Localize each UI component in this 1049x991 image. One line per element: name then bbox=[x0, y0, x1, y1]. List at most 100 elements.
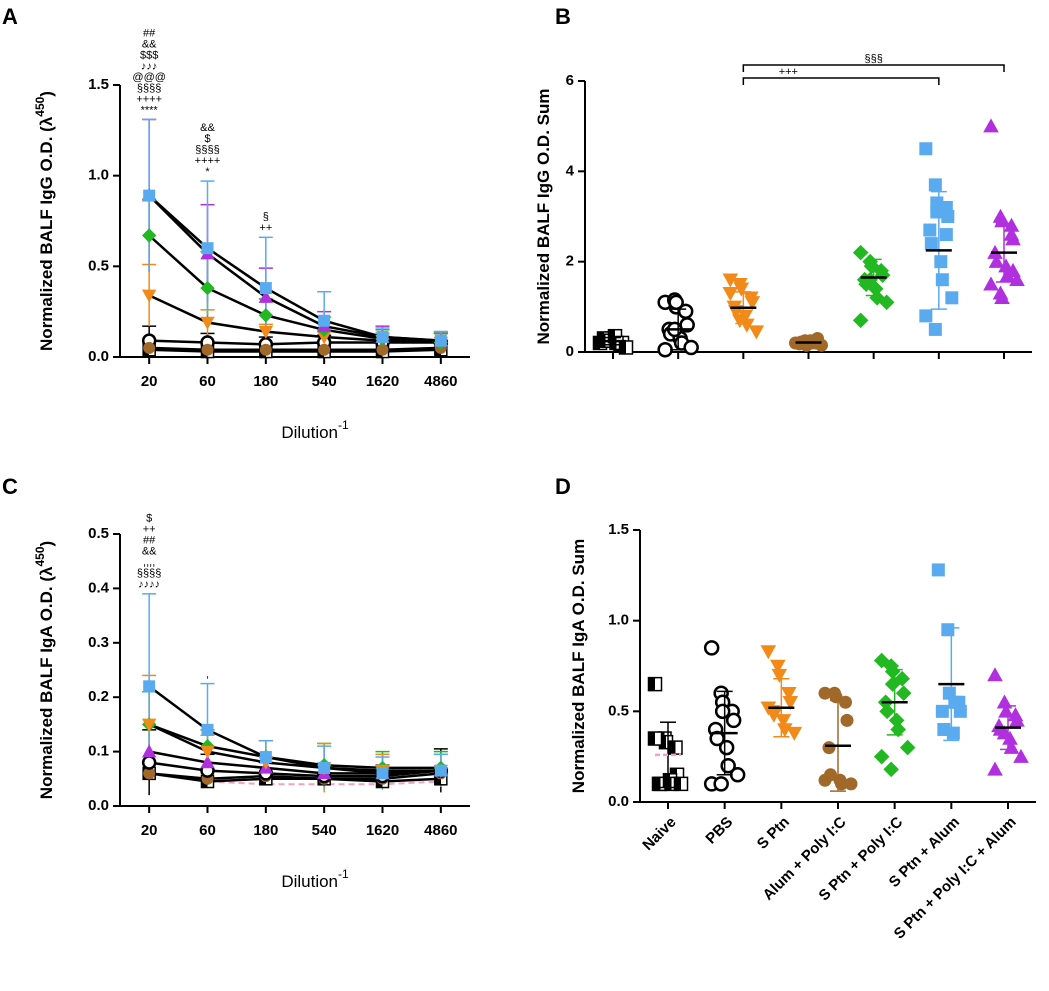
y-tick-label: 1.5 bbox=[608, 521, 629, 538]
marker bbox=[844, 777, 858, 791]
y-tick-label: 1.0 bbox=[608, 612, 629, 629]
marker bbox=[988, 253, 1005, 268]
significance-annotation: && bbox=[142, 546, 157, 558]
y-tick-label: 2 bbox=[566, 253, 574, 270]
significance-annotation: , bbox=[206, 669, 209, 681]
series-line bbox=[148, 194, 441, 342]
series-line bbox=[149, 346, 441, 351]
marker bbox=[141, 228, 157, 243]
significance-annotation: * bbox=[205, 166, 210, 178]
marker bbox=[200, 755, 215, 769]
marker bbox=[884, 663, 901, 680]
marker bbox=[987, 761, 1003, 776]
x-axis-label-sup: -1 bbox=[338, 418, 349, 432]
x-axis-label-text: Dilution bbox=[281, 872, 338, 891]
significance-annotation: ♪♪♪♪ bbox=[138, 579, 160, 591]
marker bbox=[890, 721, 906, 738]
marker bbox=[722, 273, 739, 288]
bracket-label: +++ bbox=[779, 66, 798, 78]
marker bbox=[201, 723, 214, 736]
marker bbox=[928, 178, 942, 192]
marker bbox=[259, 343, 272, 356]
significance-annotation: && bbox=[142, 38, 157, 50]
significance-annotation: **** bbox=[141, 104, 159, 116]
marker bbox=[994, 290, 1010, 305]
marker bbox=[258, 325, 274, 339]
marker bbox=[200, 316, 215, 330]
marker bbox=[259, 751, 272, 764]
x-tick-label: 1620 bbox=[366, 822, 399, 839]
marker bbox=[647, 676, 663, 692]
marker bbox=[668, 294, 684, 311]
series-line bbox=[148, 772, 441, 783]
marker bbox=[815, 338, 828, 352]
y-tick-label: 0.2 bbox=[88, 688, 109, 705]
marker bbox=[874, 267, 891, 284]
series-line bbox=[148, 723, 441, 770]
y-axis-label-text: Normalized BALF IgG O.D. (λ bbox=[37, 116, 56, 351]
marker bbox=[781, 686, 797, 701]
marker bbox=[945, 291, 959, 305]
x-tick-label: PBS bbox=[702, 814, 736, 848]
significance-annotation: ++++ bbox=[136, 93, 162, 105]
marker bbox=[934, 255, 948, 269]
marker bbox=[376, 767, 389, 780]
marker bbox=[259, 282, 272, 295]
x-tick-label: 4860 bbox=[424, 822, 457, 839]
marker bbox=[786, 726, 803, 741]
y-axis-label-end: ) bbox=[37, 91, 56, 97]
marker bbox=[941, 210, 955, 223]
marker bbox=[718, 739, 735, 756]
marker bbox=[919, 309, 933, 323]
marker bbox=[318, 314, 331, 327]
y-tick-label: 1.0 bbox=[88, 167, 109, 184]
marker bbox=[713, 776, 729, 792]
marker bbox=[143, 680, 156, 693]
y-axis-label-end: ) bbox=[37, 541, 56, 547]
significance-annotation: §§§§ bbox=[137, 82, 161, 94]
y-axis-label-sup: 450 bbox=[33, 96, 47, 116]
series-line bbox=[149, 339, 441, 346]
marker bbox=[714, 703, 731, 720]
marker bbox=[141, 755, 157, 770]
significance-annotation: §§§§ bbox=[195, 144, 219, 156]
y-tick-label: 6 bbox=[566, 72, 574, 89]
y-tick-label: 0 bbox=[566, 343, 574, 360]
x-tick-label: 540 bbox=[312, 373, 337, 390]
marker bbox=[878, 294, 895, 311]
series-line bbox=[148, 294, 441, 344]
significance-annotation: ++++ bbox=[195, 155, 221, 167]
bracket-label: §§§ bbox=[864, 53, 882, 65]
y-axis-label-text: Normalized BALF IgA O.D. (λ bbox=[37, 566, 56, 799]
marker bbox=[941, 623, 955, 637]
marker bbox=[258, 289, 274, 303]
marker bbox=[899, 739, 916, 756]
marker bbox=[744, 296, 761, 311]
marker bbox=[770, 659, 786, 674]
marker bbox=[852, 312, 869, 329]
y-tick-label: 0.5 bbox=[88, 257, 109, 274]
y-axis-label: Normalized BALF IgG O.D. Sum bbox=[534, 89, 553, 345]
y-tick-label: 0.0 bbox=[88, 797, 109, 814]
marker bbox=[987, 667, 1003, 682]
marker bbox=[879, 703, 895, 720]
bracket bbox=[742, 77, 940, 85]
bracket bbox=[742, 64, 1005, 72]
marker bbox=[840, 713, 854, 727]
marker bbox=[703, 640, 720, 656]
x-tick-label: 20 bbox=[141, 373, 158, 390]
marker bbox=[983, 118, 999, 133]
marker bbox=[143, 341, 156, 354]
significance-annotation: ,,,, bbox=[143, 557, 155, 569]
significance-annotation: ♪♪♪ bbox=[141, 60, 158, 72]
y-tick-label: 0.5 bbox=[88, 525, 109, 542]
marker bbox=[725, 712, 742, 729]
marker bbox=[434, 334, 447, 347]
marker bbox=[930, 205, 944, 219]
x-tick-label: Naive bbox=[639, 814, 679, 854]
significance-annotation: ++ bbox=[259, 222, 272, 234]
y-axis-label-text: Normalized BALF IgA O.D. Sum bbox=[569, 539, 588, 793]
dashed-line bbox=[149, 772, 441, 786]
marker bbox=[143, 767, 156, 780]
series-line bbox=[148, 685, 441, 775]
